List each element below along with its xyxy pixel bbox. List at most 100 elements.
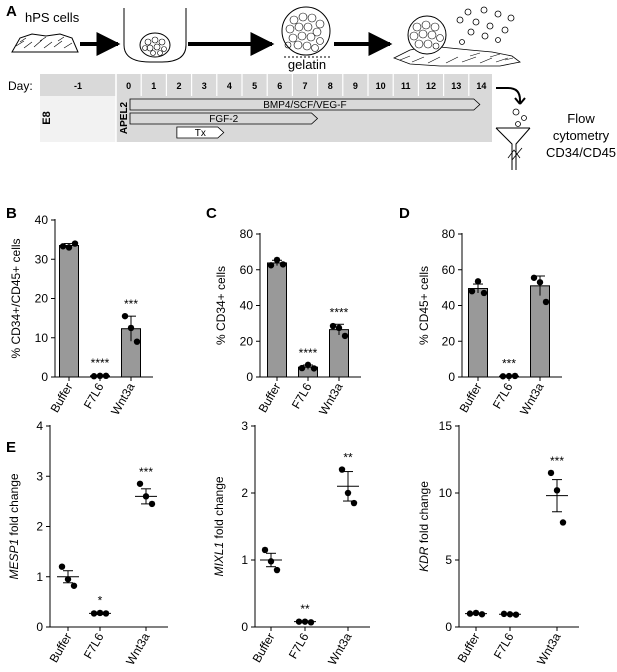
y-axis-label-rest: fold change: [417, 481, 431, 547]
x-tick-label-buffer: Buffer: [457, 381, 485, 416]
treatment-label-2: Tx: [195, 128, 206, 139]
x-tick-label-buffer: Buffer: [455, 631, 483, 666]
y-tick-label: 20: [35, 292, 49, 306]
x-tick-label-f7l6: F7L6: [289, 380, 315, 411]
day-tick-4: 4: [227, 81, 232, 91]
data-point: [344, 489, 352, 497]
panel-letter-e: E: [6, 439, 16, 456]
x-tick-label-f7l6: F7L6: [81, 630, 107, 661]
x-tick-label-wnt3a: Wnt3a: [517, 380, 547, 417]
data-point: [261, 546, 269, 554]
x-tick-label-wnt3a: Wnt3a: [534, 630, 564, 667]
data-point: [102, 610, 110, 617]
y-axis-label-rest: fold change: [7, 473, 21, 539]
day-tick-6: 6: [277, 81, 282, 91]
eb-gelatin-icon: [281, 6, 331, 58]
x-tick-label-f7l6: F7L6: [491, 630, 517, 661]
y-tick-label: 40: [35, 213, 49, 227]
data-point: [338, 466, 346, 473]
panel-letter-c: C: [206, 205, 217, 222]
day-ticks: -1 0 1 2 3 4 5 6 7 8 9 10 11 12 13 14: [74, 74, 486, 96]
x-tick-label-buffer: Buffer: [47, 631, 75, 666]
y-tick-label: 20: [442, 334, 456, 348]
e8-box: [40, 96, 116, 142]
y-axis-label: MESP1 fold change: [7, 473, 21, 579]
data-point: [279, 261, 287, 268]
flow-label-1: Flow: [567, 111, 595, 126]
significance-label: ****: [299, 346, 318, 360]
x-tick-label-f7l6: F7L6: [286, 630, 312, 661]
x-tick-label-f7l6: F7L6: [81, 380, 107, 411]
data-point: [133, 338, 141, 345]
day-tick-14: 14: [476, 81, 486, 91]
data-point: [102, 372, 110, 380]
data-point: [121, 312, 129, 320]
data-point: [65, 244, 73, 251]
data-point: [500, 610, 508, 618]
day-tick-5: 5: [252, 81, 257, 91]
y-axis-label: % CD45+ cells: [417, 266, 431, 345]
panel-letter-d: D: [399, 205, 410, 222]
day-tick-11: 11: [401, 81, 411, 91]
y-axis-label: MIXL1 fold change: [212, 476, 226, 576]
spreading-eb-icon: [393, 6, 521, 67]
y-axis-label: % CD34+/CD45+ cells: [9, 238, 23, 358]
bar-buffer: [267, 262, 287, 378]
y-tick-label: 30: [35, 252, 49, 266]
flow-label-2: cytometry: [553, 128, 610, 143]
data-point: [480, 289, 488, 297]
data-point: [148, 500, 156, 508]
data-point: [64, 576, 72, 583]
y-tick-label: 3: [36, 469, 43, 483]
day-tick-0: 0: [126, 81, 131, 91]
x-tick-label-wnt3a: Wnt3a: [123, 630, 153, 667]
day-row: [40, 74, 492, 96]
hps-colony-icon: [11, 33, 79, 53]
gelatin-label: gelatin: [288, 57, 326, 72]
data-point: [301, 618, 309, 625]
day-tick-1: 1: [151, 81, 156, 91]
data-point: [310, 365, 318, 372]
y-tick-label: 15: [439, 419, 453, 433]
data-point: [466, 610, 474, 617]
y-axis-label: KDR fold change: [417, 481, 431, 572]
treatment-label-0: BMP4/SCF/VEG-F: [263, 100, 346, 111]
y-axis-label: % CD34+ cells: [214, 266, 228, 345]
data-point: [304, 361, 312, 369]
x-tick-label-wnt3a: Wnt3a: [108, 380, 138, 417]
data-point: [506, 611, 514, 618]
y-tick-label: 0: [448, 370, 455, 384]
data-point: [70, 582, 78, 589]
day-tick-2: 2: [176, 81, 181, 91]
y-tick-label: 10: [439, 486, 453, 500]
y-tick-label: 20: [240, 334, 254, 348]
y-tick-label: 1: [241, 553, 248, 567]
significance-label: ***: [502, 357, 516, 371]
x-tick-label-buffer: Buffer: [256, 381, 284, 416]
data-point: [547, 469, 555, 477]
y-tick-label: 40: [240, 299, 254, 313]
y-tick-label: 3: [241, 419, 248, 433]
day-tick-3: 3: [202, 81, 207, 91]
data-point: [505, 372, 513, 380]
panel-letter-a: A: [6, 3, 17, 20]
day-label: Day:: [8, 79, 33, 93]
y-tick-label: 60: [240, 263, 254, 277]
y-tick-label: 0: [41, 370, 48, 384]
y-axis-label-gene: MESP1: [7, 539, 21, 580]
data-point: [559, 519, 567, 526]
x-tick-label-wnt3a: Wnt3a: [316, 380, 346, 417]
bar-buffer: [59, 245, 79, 378]
apel2-label: APEL2: [119, 101, 130, 134]
day-tick-8: 8: [328, 81, 333, 91]
significance-label: ***: [139, 465, 153, 479]
day-tick-10: 10: [376, 81, 386, 91]
e8-label: E8: [41, 111, 53, 124]
significance-label: ***: [124, 297, 138, 311]
significance-label: **: [343, 451, 353, 465]
chart-D: D 0 20 40 60 80 % CD45+ cells Buffer F7L6 ***Wnt3…: [399, 205, 562, 418]
data-point: [512, 611, 520, 618]
data-point: [59, 243, 67, 250]
data-point: [478, 611, 486, 618]
